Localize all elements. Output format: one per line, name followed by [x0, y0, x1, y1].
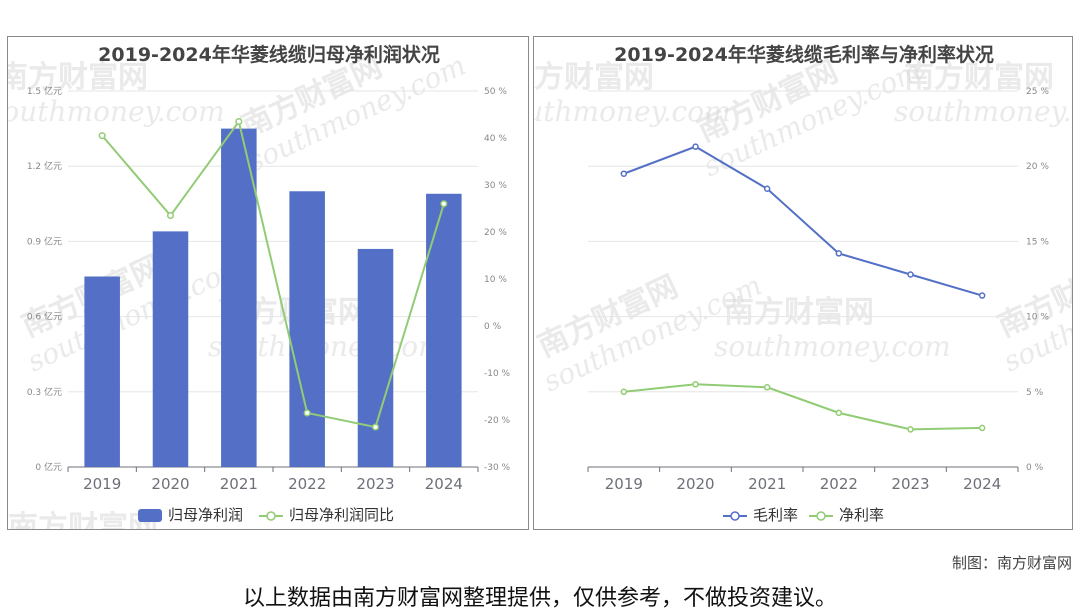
disclaimer-text: 以上数据由南方财富网整理提供，仅供参考，不做投资建议。	[242, 586, 837, 611]
left-axis-tick: 1.5 亿元	[27, 85, 62, 97]
series-1-point-2019	[620, 388, 628, 396]
legend-net-label: 净利率	[839, 506, 884, 524]
yoy-point-2022	[303, 409, 311, 417]
right-axis-tick: -20 %	[484, 416, 511, 426]
x-axis-label: 2023	[356, 475, 394, 493]
yoy-point-2021	[235, 118, 243, 126]
right-axis-tick: 20 %	[484, 228, 507, 238]
series-0-point-2019	[620, 170, 628, 177]
series-line-0	[623, 145, 983, 297]
watermark-en: southmoney.com	[8, 95, 225, 128]
x-axis-label: 2022	[288, 475, 326, 493]
right-axis-tick: 15 %	[1026, 237, 1049, 247]
watermark-cn: 南方财富网	[8, 510, 158, 530]
legend-gross-label: 毛利率	[753, 506, 798, 524]
yoy-point-2024	[440, 200, 448, 208]
x-axis-label: 2019	[605, 475, 643, 493]
series-1-point-2023	[907, 426, 914, 433]
right-axis-tick: 25 %	[1026, 87, 1049, 97]
watermark-en: southmoney.com	[714, 330, 951, 363]
x-axis-label: 2019	[83, 475, 121, 493]
series-1-point-2022	[835, 409, 843, 417]
series-0-point-2021	[763, 185, 771, 193]
yoy-point-2023	[371, 423, 380, 431]
right-axis-tick: 30 %	[484, 181, 507, 191]
right-axis-tick: 5 %	[1026, 388, 1044, 398]
left-axis-tick: 0.3 亿元	[27, 386, 62, 398]
legend-bar-label: 归母净利润	[168, 506, 243, 524]
legend-line-label: 归母净利润同比	[289, 506, 394, 524]
right-axis-tick: 0 %	[484, 322, 502, 332]
right-axis-tick: 50 %	[484, 87, 507, 97]
bar-2023	[357, 248, 394, 467]
watermark-en: southmoney.com	[894, 95, 1073, 128]
x-axis-label: 2022	[820, 475, 858, 493]
x-axis-label: 2021	[220, 475, 258, 493]
x-axis-label: 2020	[151, 475, 189, 493]
legend-gross-marker	[730, 511, 740, 521]
right-axis-tick: -10 %	[484, 369, 511, 379]
yoy-series-line	[101, 119, 445, 429]
series-0-point-2023	[907, 271, 914, 278]
x-axis-label: 2024	[963, 475, 1001, 493]
net-profit-chart-panel: 南方财富网southmoney.com南方财富网southmoney.com南方…	[7, 36, 529, 530]
margin-chart: 南方财富网southmoney.com南方财富网southmoney.com南方…	[534, 43, 1073, 524]
left-axis-tick: 1.2 亿元	[27, 160, 62, 172]
series-0-point-2020	[692, 143, 699, 150]
yoy-point-2019	[98, 132, 106, 140]
series-1-point-2020	[692, 381, 699, 388]
series-line-1	[623, 383, 983, 431]
bar-2019	[84, 276, 120, 467]
series-0-point-2022	[835, 250, 843, 257]
right-axis-tick: 0 %	[1026, 463, 1044, 473]
x-axis-label: 2023	[891, 475, 929, 493]
margin-chart-panel: 南方财富网southmoney.com南方财富网southmoney.com南方…	[533, 36, 1073, 530]
chart-title: 2019-2024年华菱线缆归母净利润状况	[98, 43, 440, 66]
left-axis-tick: 0 亿元	[35, 461, 62, 473]
right-axis-tick: 10 %	[1026, 313, 1049, 323]
watermark-cn: 南方财富网	[904, 60, 1054, 95]
legend-bar-swatch	[138, 509, 162, 522]
chart-credit: 制图：南方财富网	[951, 554, 1072, 572]
series-0-point-2024	[978, 292, 986, 299]
right-axis-tick: -30 %	[484, 463, 511, 473]
right-axis-tick: 10 %	[484, 275, 507, 285]
yoy-point-2020	[166, 212, 175, 220]
series-1-point-2021	[763, 384, 771, 391]
bar-2022	[289, 191, 325, 467]
chart-title: 2019-2024年华菱线缆毛利率与净利率状况	[614, 43, 994, 66]
bar-2021	[221, 128, 257, 467]
left-axis-tick: 0.6 亿元	[27, 311, 62, 323]
right-axis-tick: 20 %	[1026, 162, 1049, 172]
watermark-cn: 南方财富网	[534, 60, 654, 95]
bar-2020	[152, 231, 189, 467]
legend-net-marker	[816, 511, 826, 521]
watermark-en: southmoney.com	[534, 95, 731, 128]
left-axis-tick: 0.9 亿元	[27, 235, 62, 247]
bar-2024	[426, 193, 462, 468]
watermark-cn: 南方财富网	[8, 60, 148, 95]
watermark-cn: 南方财富网	[724, 295, 874, 330]
x-axis-label: 2024	[425, 475, 463, 493]
right-axis-tick: 40 %	[484, 134, 507, 144]
x-axis-label: 2021	[748, 475, 786, 493]
series-1-point-2024	[978, 424, 986, 432]
net-profit-chart: 南方财富网southmoney.com南方财富网southmoney.com南方…	[8, 43, 511, 530]
x-axis-label: 2020	[676, 475, 714, 493]
legend-line-marker	[266, 511, 276, 521]
